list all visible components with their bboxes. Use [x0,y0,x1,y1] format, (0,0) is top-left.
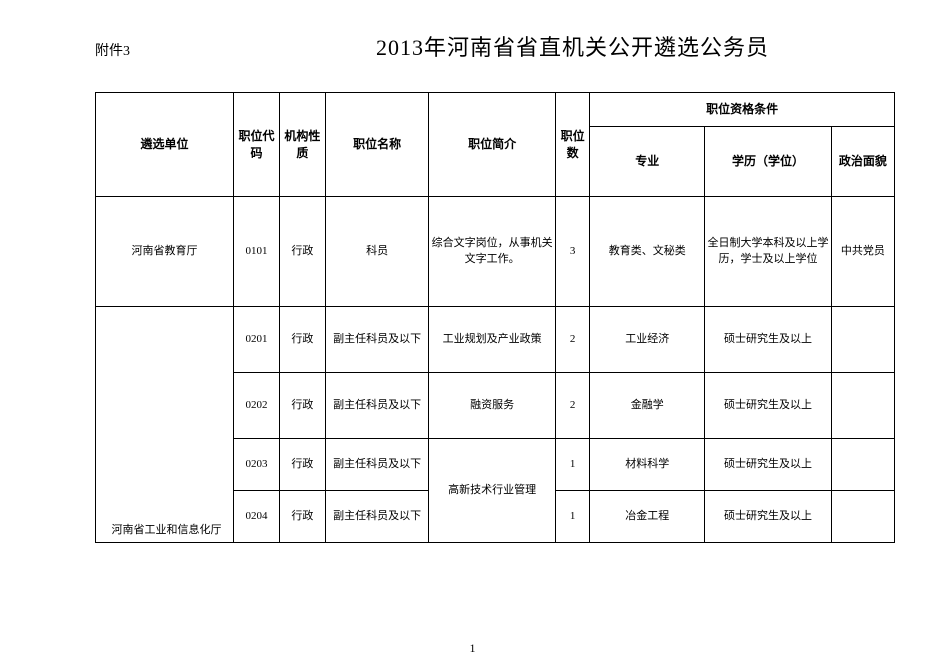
header-area: 附件3 2013年河南省省直机关公开遴选公务员 [95,30,895,62]
cell-code: 0101 [233,197,279,307]
cell-nature: 行政 [279,373,325,439]
col-header-major: 专业 [590,127,705,197]
table-row: 河南省教育厅 0101 行政 科员 综合文字岗位，从事机关文字工作。 3 教育类… [96,197,895,307]
cell-education: 硕士研究生及以上 [705,439,831,491]
cell-code: 0201 [233,307,279,373]
cell-education: 硕士研究生及以上 [705,373,831,439]
cell-count: 1 [555,491,589,543]
cell-desc: 融资服务 [429,373,555,439]
cell-major: 冶金工程 [590,491,705,543]
cell-major: 金融学 [590,373,705,439]
cell-education: 硕士研究生及以上 [705,307,831,373]
cell-code: 0204 [233,491,279,543]
cell-desc: 综合文字岗位，从事机关文字工作。 [429,197,555,307]
cell-politics [831,439,894,491]
cell-unit: 河南省教育厅 [96,197,234,307]
attachment-label: 附件3 [95,40,130,60]
cell-education: 硕士研究生及以上 [705,491,831,543]
cell-major: 工业经济 [590,307,705,373]
cell-politics [831,491,894,543]
cell-politics: 中共党员 [831,197,894,307]
cell-posname: 副主任科员及以下 [325,439,428,491]
col-header-posname: 职位名称 [325,93,428,197]
cell-desc: 工业规划及产业政策 [429,307,555,373]
col-header-qualification-group: 职位资格条件 [590,93,895,127]
cell-politics [831,373,894,439]
cell-nature: 行政 [279,491,325,543]
main-title: 2013年河南省省直机关公开遴选公务员 [250,30,895,62]
col-header-nature: 机构性质 [279,93,325,197]
cell-posname: 科员 [325,197,428,307]
cell-count: 2 [555,373,589,439]
table-row: 河南省工业和信息化厅 0201 行政 副主任科员及以下 工业规划及产业政策 2 … [96,307,895,373]
cell-count: 3 [555,197,589,307]
cell-politics [831,307,894,373]
title-area: 2013年河南省省直机关公开遴选公务员 [130,30,895,62]
col-header-code: 职位代码 [233,93,279,197]
cell-education: 全日制大学本科及以上学历，学士及以上学位 [705,197,831,307]
recruitment-table: 遴选单位 职位代码 机构性质 职位名称 职位简介 职位数 职位资格条件 专业 学… [95,92,895,543]
col-header-count: 职位数 [555,93,589,197]
cell-major: 材料科学 [590,439,705,491]
cell-code: 0203 [233,439,279,491]
cell-count: 1 [555,439,589,491]
col-header-education: 学历（学位） [705,127,831,197]
cell-code: 0202 [233,373,279,439]
table-header-row-1: 遴选单位 职位代码 机构性质 职位名称 职位简介 职位数 职位资格条件 [96,93,895,127]
cell-posname: 副主任科员及以下 [325,373,428,439]
cell-nature: 行政 [279,197,325,307]
cell-posname: 副主任科员及以下 [325,491,428,543]
cell-desc: 高新技术行业管理 [429,439,555,543]
cell-count: 2 [555,307,589,373]
col-header-unit: 遴选单位 [96,93,234,197]
cell-posname: 副主任科员及以下 [325,307,428,373]
cell-nature: 行政 [279,307,325,373]
cell-major: 教育类、文秘类 [590,197,705,307]
cell-nature: 行政 [279,439,325,491]
cell-unit: 河南省工业和信息化厅 [96,307,234,543]
page-number: 1 [470,641,476,656]
col-header-desc: 职位简介 [429,93,555,197]
col-header-politics: 政治面貌 [831,127,894,197]
